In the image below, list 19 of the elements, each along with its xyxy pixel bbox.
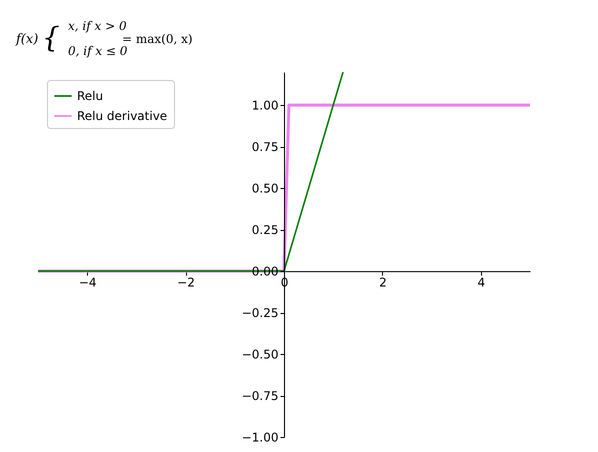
x-tick-label: −2 — [177, 276, 195, 290]
y-tick-label: −0.75 — [242, 389, 278, 404]
y-tick-label: −1.00 — [242, 430, 278, 444]
text: x, if x > 0 — [68, 19, 127, 33]
y-tick-label: 0.50 — [252, 182, 278, 196]
y-tick-label: 0.25 — [252, 223, 278, 238]
x-tick-label: 2 — [379, 276, 387, 290]
legend-label: Relu — [77, 89, 104, 103]
legend-label: Relu derivative — [77, 109, 168, 123]
y-tick-label: 1.00 — [252, 98, 278, 113]
text: = max(0, x) — [122, 32, 193, 46]
y-tick-label: 0.75 — [252, 140, 278, 154]
x-tick-label: 4 — [477, 276, 486, 290]
text: { — [42, 21, 60, 54]
y-tick-label: −0.50 — [242, 348, 278, 362]
y-tick-label: −0.25 — [242, 306, 278, 320]
text: f(x) — [15, 32, 38, 47]
x-tick-label: −4 — [78, 276, 97, 290]
text: 0, if x ≤ 0 — [68, 44, 128, 58]
